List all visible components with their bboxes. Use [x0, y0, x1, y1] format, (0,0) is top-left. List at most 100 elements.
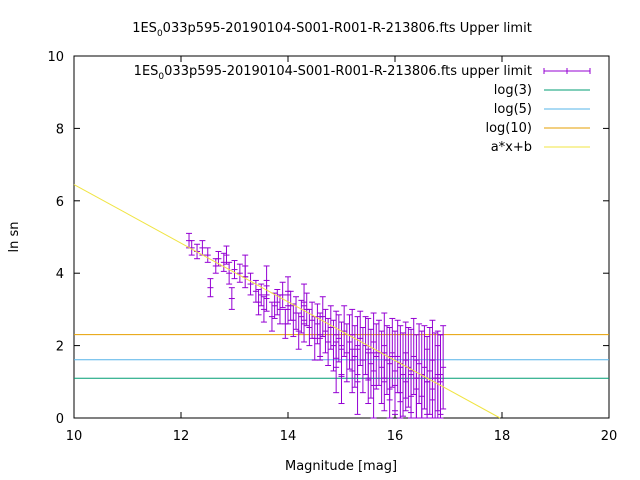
data-point	[365, 352, 372, 405]
data-point	[327, 305, 334, 350]
data-point	[338, 345, 345, 405]
y-tick-label: 10	[47, 50, 64, 65]
data-point	[298, 299, 305, 334]
data-point	[397, 366, 404, 419]
y-tick-label: 4	[56, 267, 64, 282]
fit-line	[73, 184, 501, 419]
y-tick-label: 0	[56, 412, 64, 427]
data-point	[370, 352, 377, 419]
data-point	[408, 374, 415, 419]
data-point	[276, 294, 283, 325]
data-point	[440, 325, 447, 410]
data-point	[220, 252, 227, 272]
data-point	[392, 355, 398, 415]
data-point	[426, 327, 433, 415]
plot-frame	[73, 55, 610, 419]
legend-label: a*x+b	[491, 140, 532, 155]
x-axis-label: Magnitude [mag]	[285, 459, 397, 474]
data-point	[402, 352, 409, 412]
y-axis-label: ln sn	[7, 222, 22, 253]
data-point	[199, 240, 206, 256]
data-point	[418, 374, 425, 419]
x-tick-label: 10	[66, 429, 83, 444]
data-point	[333, 341, 340, 394]
data-point	[359, 327, 366, 394]
data-point	[373, 323, 380, 390]
chart-title-rest: 033p595-20190104-S001-R001-R-213806.fts …	[163, 21, 532, 36]
data-point	[285, 276, 291, 307]
data-point	[330, 319, 337, 372]
legend: 1ES0033p595-20190104-S001-R001-R-213806.…	[134, 64, 591, 155]
y-tick-label: 8	[56, 122, 64, 137]
data-point	[357, 310, 364, 367]
data-points	[186, 232, 447, 419]
data-point	[228, 287, 235, 310]
data-point	[421, 325, 428, 410]
data-point	[434, 345, 441, 412]
data-point	[274, 288, 281, 316]
data-point	[437, 334, 444, 415]
legend-label: log(10)	[485, 121, 532, 136]
legend-item: log(3)	[494, 83, 590, 98]
chart-title-sub: 0	[157, 29, 163, 39]
legend-label: log(3)	[494, 83, 532, 98]
data-point	[231, 260, 238, 280]
data-point	[325, 317, 332, 367]
data-point	[314, 303, 321, 345]
data-point	[279, 281, 286, 309]
x-tick-label: 12	[173, 429, 190, 444]
data-point	[260, 296, 267, 323]
y-tick-label: 2	[56, 340, 64, 355]
data-point	[309, 301, 316, 339]
data-point	[317, 316, 324, 361]
legend-item: 1ES0033p595-20190104-S001-R001-R-213806.…	[134, 64, 591, 82]
data-point	[429, 359, 436, 419]
data-point	[346, 314, 353, 370]
data-point	[322, 308, 329, 354]
data-point	[242, 254, 249, 278]
data-point	[354, 348, 361, 415]
data-point	[383, 325, 390, 395]
data-point	[204, 247, 211, 263]
axis-ticks: 10 12 14 16 18 20 0 2 4 6 8 10	[47, 50, 617, 444]
data-point	[335, 314, 342, 363]
x-tick-label: 18	[494, 429, 511, 444]
data-point	[416, 323, 423, 405]
legend-label: 1ES0033p595-20190104-S001-R001-R-213806.…	[134, 64, 532, 82]
legend-label: log(5)	[494, 102, 532, 117]
data-point	[306, 308, 313, 347]
data-point	[311, 316, 318, 361]
y-tick-label: 6	[56, 195, 64, 210]
legend-item: a*x+b	[491, 140, 590, 155]
data-point	[400, 332, 407, 417]
data-point	[207, 278, 214, 298]
data-point	[378, 330, 385, 405]
x-tick-label: 14	[280, 429, 297, 444]
legend-item: log(10)	[485, 121, 590, 136]
data-point	[341, 305, 348, 357]
chart-title-main: 1ES	[132, 21, 157, 36]
data-point	[255, 288, 262, 316]
data-point	[381, 352, 388, 412]
data-point	[247, 272, 254, 296]
data-point	[424, 348, 431, 415]
data-point	[295, 312, 302, 350]
data-point	[301, 283, 308, 321]
chart-title: 1ES0033p595-20190104-S001-R001-R-213806.…	[132, 21, 532, 39]
data-point	[223, 245, 230, 265]
data-point	[268, 301, 275, 332]
data-point	[367, 328, 374, 399]
data-point	[410, 317, 417, 395]
data-point	[290, 303, 297, 338]
data-point	[226, 261, 233, 285]
data-point	[351, 325, 358, 388]
data-point	[389, 317, 396, 388]
data-point	[349, 348, 356, 394]
data-point	[413, 359, 420, 419]
x-tick-label: 16	[387, 429, 404, 444]
legend-item: log(5)	[494, 102, 590, 117]
data-point	[236, 263, 243, 283]
x-tick-label: 20	[601, 429, 618, 444]
fit-line-group	[73, 184, 501, 419]
